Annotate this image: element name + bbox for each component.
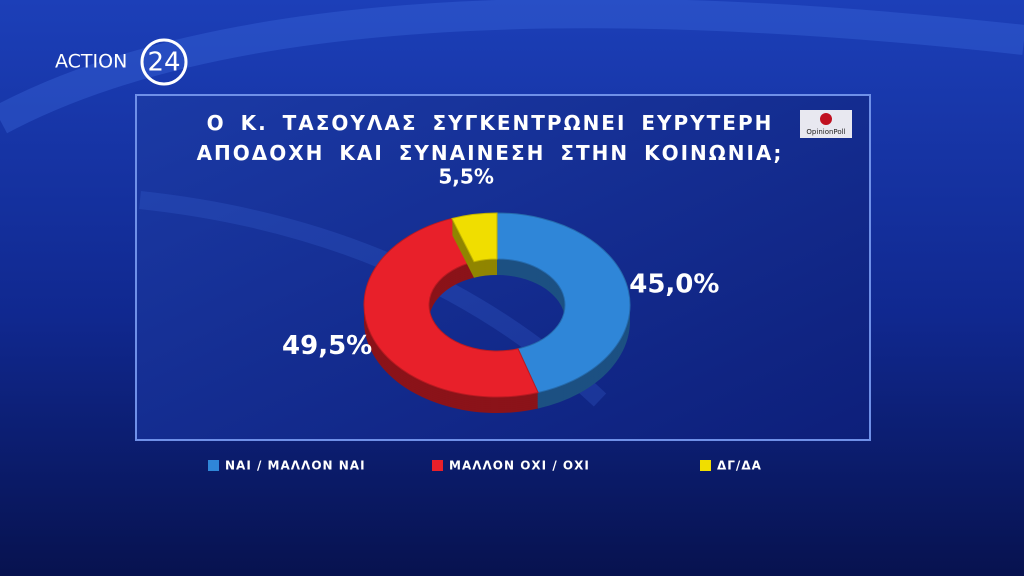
decor-swoosh bbox=[0, 0, 1024, 134]
legend-swatch bbox=[700, 460, 711, 471]
pollster-logo-dot bbox=[820, 113, 832, 125]
donut-segment bbox=[363, 217, 539, 413]
segment-top bbox=[363, 217, 539, 398]
segment-top bbox=[496, 212, 631, 394]
chart-title: Ο Κ. ΤΑΣΟΥΛΑΣ ΣΥΓΚΕΝΤΡΩΝΕΙ ΕΥΡΥΤΕΡΗ ΑΠΟΔ… bbox=[196, 111, 784, 165]
legend-swatch bbox=[208, 460, 219, 471]
value-label: 49,5% bbox=[282, 331, 372, 361]
segment-top bbox=[451, 212, 498, 263]
pollster-logo: OpinionPoll bbox=[806, 128, 845, 136]
donut-segment bbox=[496, 212, 631, 409]
legend-label: ΔΓ/ΔΑ bbox=[717, 459, 762, 473]
legend-label: ΝΑΙ / ΜΑΛΛΟΝ ΝΑΙ bbox=[225, 459, 366, 473]
channel-logo: ACTION bbox=[55, 51, 127, 73]
legend-swatch bbox=[432, 460, 443, 471]
channel-logo-ring bbox=[140, 38, 188, 86]
value-label: 5,5% bbox=[438, 165, 493, 189]
value-label: 45,0% bbox=[629, 269, 719, 299]
donut-segment bbox=[451, 212, 498, 278]
legend-label: ΜΑΛΛΟΝ ΟΧΙ / ΟΧΙ bbox=[449, 459, 590, 473]
channel-logo-number: 24 bbox=[147, 48, 180, 78]
